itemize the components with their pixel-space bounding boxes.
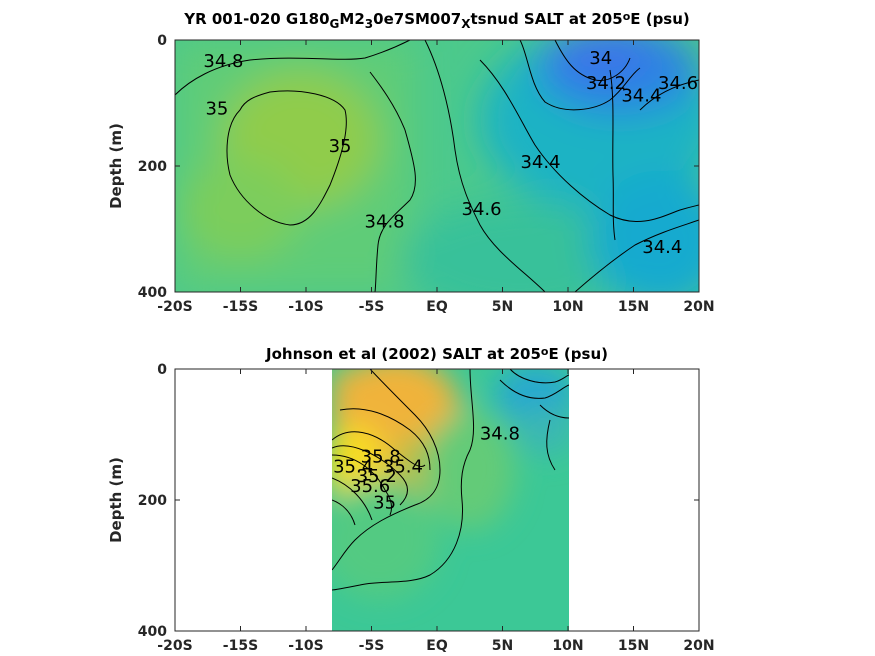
- contour-lines-observed: [332, 369, 569, 591]
- contour-label: 35: [329, 136, 352, 157]
- y-axis-label-model: Depth (m): [107, 123, 125, 209]
- x-tick-label: 15N: [618, 638, 649, 654]
- salinity-field-model: [175, 40, 699, 292]
- x-tick-label: -20S: [157, 299, 192, 315]
- x-axis-model: -20S -15S -10S -5S EQ 5N 10N 15N 20N: [157, 40, 715, 315]
- x-tick-label: 10N: [552, 638, 583, 654]
- y-tick-label: 400: [138, 624, 167, 640]
- x-tick-label: -10S: [288, 299, 323, 315]
- contour-label: 34.2: [586, 73, 626, 94]
- x-tick-label: 5N: [492, 638, 513, 654]
- x-tick-label: -15S: [223, 638, 258, 654]
- contour-label: 35.2: [357, 466, 397, 487]
- contour-label: 34.6: [462, 199, 502, 220]
- contour-label: 35.8: [361, 446, 401, 467]
- x-axis-observed: -20S -15S -10S -5S EQ 5N 10N 15N 20N: [157, 369, 715, 654]
- y-axis-label-observed: Depth (m): [107, 457, 125, 543]
- contour-label: 34.8: [480, 424, 520, 445]
- panel-johnson-salt: Johnson et al (2002) SALT at 205oE (psu)…: [107, 345, 715, 654]
- contour-label: 34.4: [642, 237, 682, 258]
- x-tick-label: -15S: [223, 299, 258, 315]
- x-tick-label: -5S: [359, 299, 385, 315]
- chart-title-model: YR 001-020 G180GM230e7SM007Xtsnud SALT a…: [183, 10, 690, 31]
- contour-label: 34: [589, 48, 612, 69]
- panel-model-salt: YR 001-020 G180GM230e7SM007Xtsnud SALT a…: [107, 10, 715, 315]
- x-tick-label: -10S: [288, 638, 323, 654]
- y-tick-label: 400: [138, 285, 167, 301]
- contour-label: 35: [205, 98, 228, 119]
- x-tick-label: 20N: [683, 638, 714, 654]
- contour-label: 34.8: [365, 212, 405, 233]
- x-tick-label: EQ: [426, 299, 448, 315]
- x-tick-label: 5N: [492, 299, 513, 315]
- x-tick-label: 20N: [683, 299, 714, 315]
- contour-label: 35: [373, 492, 396, 513]
- y-tick-label: 200: [138, 493, 167, 509]
- salinity-field-observed: [332, 369, 569, 631]
- contour-label: 34.4: [621, 86, 661, 107]
- y-axis-model: 0 200 400: [138, 33, 699, 301]
- contour-label: 34.6: [658, 73, 698, 94]
- contour-label: 34.4: [520, 152, 560, 173]
- x-tick-label: -5S: [359, 638, 385, 654]
- x-tick-label: -20S: [157, 638, 192, 654]
- y-tick-label: 0: [157, 33, 167, 49]
- contour-lines-model: [175, 40, 699, 292]
- contour-label: 35.4: [383, 456, 423, 477]
- x-tick-label: EQ: [426, 638, 448, 654]
- y-tick-label: 0: [157, 362, 167, 378]
- x-tick-label: 10N: [552, 299, 583, 315]
- contour-labels-observed: 34.8 35 35.235.435.6 35.835.4: [333, 424, 520, 514]
- y-axis-observed: 0 200 400: [138, 362, 699, 640]
- contour-label: 34.8: [203, 51, 243, 72]
- chart-title-observed: Johnson et al (2002) SALT at 205oE (psu): [265, 345, 608, 363]
- x-tick-label: 15N: [618, 299, 649, 315]
- contour-label: 35.6: [350, 476, 390, 497]
- y-tick-label: 200: [138, 159, 167, 175]
- contour-label: 35.4: [333, 456, 373, 477]
